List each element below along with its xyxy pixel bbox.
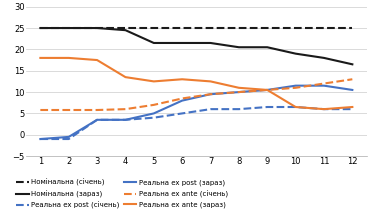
Legend: Номінальна (січень), Номінальна (зараз), Реальна ex post (січень), Реальна ex po: Номінальна (січень), Номінальна (зараз),…: [16, 179, 228, 209]
